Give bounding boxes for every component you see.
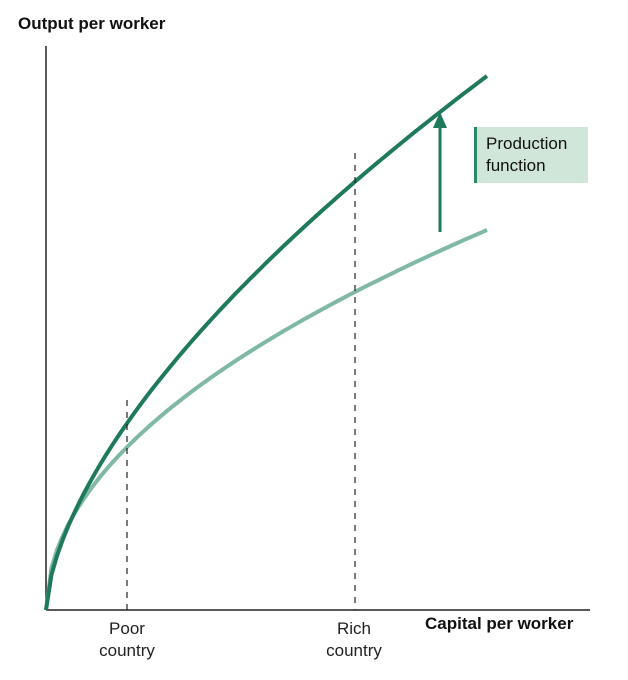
y-axis-label: Output per worker <box>18 14 166 33</box>
lower-production-curve <box>44 228 488 611</box>
poor-country-label: Poor country <box>72 618 182 662</box>
rich-country-label-line2: country <box>326 641 382 660</box>
annotation-line2: function <box>486 156 546 175</box>
poor-country-label-line1: Poor <box>109 619 145 638</box>
upper-production-curve <box>44 74 489 611</box>
production-function-annotation: Production function <box>474 127 588 183</box>
shift-arrow-head <box>433 112 447 128</box>
x-axis-label: Capital per worker <box>425 614 574 633</box>
rich-country-label: Rich country <box>299 618 409 662</box>
poor-country-label-line2: country <box>99 641 155 660</box>
annotation-line1: Production <box>486 134 568 153</box>
rich-country-label-line1: Rich <box>336 619 371 638</box>
